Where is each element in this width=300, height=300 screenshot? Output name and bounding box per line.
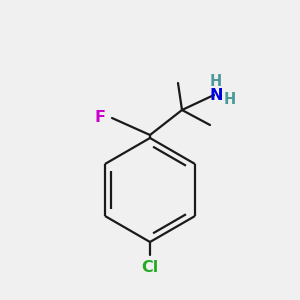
- Text: N: N: [209, 88, 223, 103]
- Text: Cl: Cl: [141, 260, 159, 275]
- Text: F: F: [95, 110, 106, 125]
- Text: H: H: [224, 92, 236, 106]
- Text: H: H: [210, 74, 222, 89]
